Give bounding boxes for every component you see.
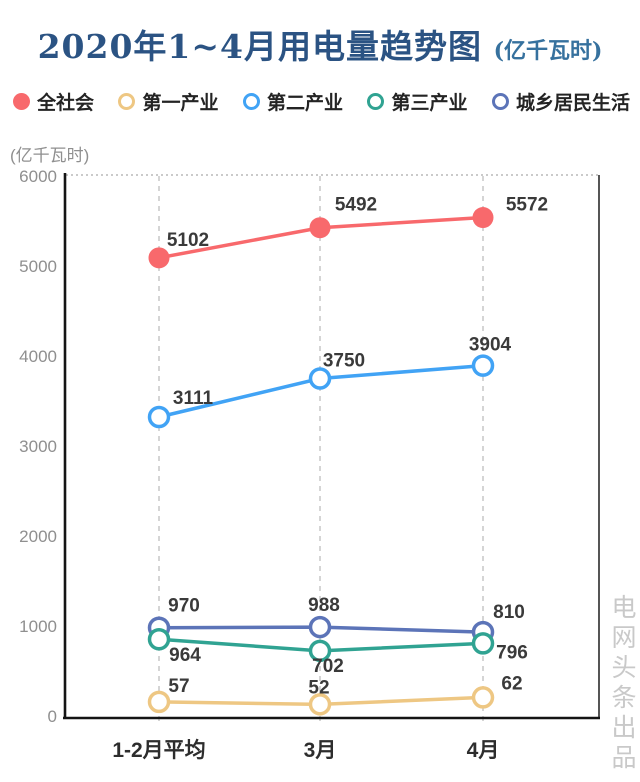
data-label-primary-industry-0: 57	[168, 676, 189, 697]
data-label-all-society-0: 5102	[167, 230, 209, 251]
data-point-all-society-1	[309, 217, 331, 239]
data-point-secondary-industry-0	[147, 405, 171, 429]
y-tick-label-2000: 2000	[19, 527, 57, 546]
filled-circle-icon	[13, 93, 30, 110]
data-point-primary-industry-2	[471, 686, 495, 709]
y-tick-label-6000: 6000	[19, 167, 57, 186]
data-point-tertiary-industry-0	[147, 627, 171, 651]
data-label-tertiary-industry-1: 702	[312, 656, 344, 677]
data-label-residents-life-0: 970	[168, 596, 200, 617]
x-category-label-0: 1-2月平均	[112, 738, 205, 762]
watermark-text: 电网头条出品	[608, 594, 637, 774]
data-label-tertiary-industry-0: 964	[169, 645, 201, 666]
ring-circle-icon	[491, 93, 509, 110]
data-label-primary-industry-1: 52	[308, 677, 329, 698]
y-tick-label-3000: 3000	[19, 437, 57, 456]
data-label-secondary-industry-1: 3750	[323, 351, 365, 372]
x-category-label-2: 4月	[467, 739, 500, 762]
data-label-tertiary-industry-2: 796	[496, 642, 528, 663]
legend-item-secondary-industry: 第二产业	[242, 88, 343, 115]
data-point-tertiary-industry-1	[308, 639, 332, 663]
data-point-secondary-industry-2	[471, 354, 495, 377]
data-label-secondary-industry-2: 3904	[469, 335, 512, 356]
data-label-residents-life-1: 988	[308, 595, 340, 616]
data-point-all-society-0	[148, 247, 170, 269]
legend-item-primary-industry: 第一产业	[118, 88, 219, 115]
page-title: 2020年1~4月用电量趋势图 (亿千瓦时)	[0, 20, 640, 68]
data-point-primary-industry-0	[147, 690, 171, 714]
chart-title-text: 2020年1~4月用电量趋势图	[37, 27, 482, 66]
ring-circle-icon	[118, 93, 136, 110]
data-label-primary-industry-2: 62	[501, 673, 522, 694]
legend-label-secondary-industry: 第二产业	[266, 93, 343, 114]
legend-item-residents-life: 城乡居民生活	[491, 88, 630, 115]
y-tick-label-5000: 5000	[19, 257, 57, 276]
y-axis-unit-label: (亿千瓦时)	[10, 146, 90, 165]
ring-circle-icon	[242, 93, 260, 110]
data-point-primary-industry-1	[308, 693, 332, 716]
legend-label-tertiary-industry: 第三产业	[391, 93, 468, 114]
legend-item-all-society: 全社会	[13, 88, 94, 115]
chart-legend: 全社会 第一产业 第二产业 第三产业 城乡居民生活	[13, 88, 630, 115]
data-point-residents-life-1	[308, 615, 332, 639]
data-label-all-society-1: 5492	[335, 195, 377, 216]
data-point-secondary-industry-1	[308, 367, 332, 390]
x-category-label-1: 3月	[304, 739, 337, 762]
y-tick-label-0: 0	[48, 707, 57, 726]
legend-label-residents-life: 城乡居民生活	[515, 93, 630, 114]
y-tick-label-1000: 1000	[19, 617, 57, 636]
data-point-all-society-2	[472, 207, 494, 229]
data-point-tertiary-industry-2	[471, 632, 495, 655]
legend-label-all-society: 全社会	[37, 93, 95, 114]
legend-label-primary-industry: 第一产业	[142, 93, 219, 114]
data-label-secondary-industry-0: 3111	[173, 388, 214, 409]
data-label-residents-life-2: 810	[493, 602, 525, 623]
legend-item-tertiary-industry: 第三产业	[367, 88, 467, 115]
y-tick-label-4000: 4000	[19, 347, 57, 366]
chart-title-unit: (亿千瓦时)	[493, 38, 603, 64]
data-label-all-society-2: 5572	[506, 195, 548, 216]
ring-circle-icon	[367, 93, 385, 110]
